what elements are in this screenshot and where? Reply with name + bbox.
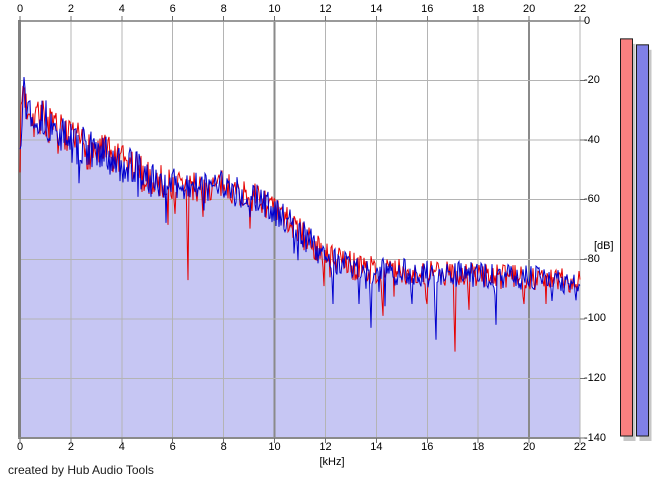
x-axis-tick-label-top: 22 [573, 3, 587, 15]
x-axis-tick-top [70, 16, 72, 21]
y-axis-unit-label: [dB] [594, 240, 614, 252]
plot-border-bottom [18, 437, 580, 439]
x-axis-tick-label-top: 20 [522, 3, 536, 15]
x-axis-tick-label-bottom: 22 [573, 441, 587, 453]
x-axis-tick-bottom [121, 438, 123, 443]
blue-level-meter [636, 44, 649, 437]
gridline-vertical-major [528, 21, 531, 438]
x-axis-tick-label-top: 6 [169, 3, 176, 15]
x-axis-tick-label-top: 2 [67, 3, 74, 15]
x-axis-tick-bottom [274, 438, 276, 443]
x-axis-tick-top [375, 16, 377, 21]
x-axis-unit-label: [kHz] [319, 456, 345, 468]
gridline-vertical [426, 21, 428, 438]
x-axis-tick-label-bottom: 20 [522, 441, 536, 453]
spectrum-trace-blue [19, 76, 581, 340]
y-axis-tick [580, 318, 585, 320]
gridline-vertical [477, 21, 479, 438]
y-axis-tick [580, 377, 585, 379]
gridline-vertical-major [273, 21, 276, 438]
gridline-horizontal [21, 377, 580, 379]
x-axis-tick-bottom [324, 438, 326, 443]
x-axis-tick-bottom [19, 438, 21, 443]
x-axis-tick-top [528, 16, 530, 21]
x-axis-tick-bottom [223, 438, 225, 443]
x-axis-tick-label-bottom: 0 [16, 441, 24, 453]
plot-border-top [18, 20, 580, 22]
x-axis-tick-label-top: 12 [319, 3, 332, 15]
x-axis-tick-label-bottom: 4 [118, 441, 125, 453]
spectrum-trace-red [19, 85, 581, 352]
y-axis-tick [580, 437, 585, 439]
credit-text: created by Hub Audio Tools [8, 463, 154, 477]
y-axis-tick-label: -140 [584, 431, 607, 444]
gridline-vertical [70, 21, 72, 438]
x-axis-tick-label-bottom: 18 [472, 441, 485, 453]
y-axis-tick-label: -120 [584, 371, 607, 384]
x-axis-tick-bottom [70, 438, 72, 443]
x-axis-tick-label-bottom: 8 [220, 441, 227, 453]
plot-border-right [579, 21, 581, 438]
gridline-vertical [223, 21, 225, 438]
x-axis-tick-label-bottom: 14 [370, 441, 383, 453]
y-axis-tick-label: 0 [584, 14, 591, 27]
gridline-horizontal [21, 258, 580, 260]
x-axis-tick-label-bottom: 16 [421, 441, 434, 453]
x-axis-tick-label-top: 4 [118, 3, 125, 15]
plot-border-left [18, 20, 21, 439]
y-axis-tick [580, 199, 585, 201]
y-axis-tick [580, 139, 585, 141]
x-axis-tick-top [426, 16, 428, 21]
x-axis-tick-label-top: 18 [472, 3, 485, 15]
gridline-vertical [172, 21, 174, 438]
x-axis-tick-label-top: 14 [370, 3, 383, 15]
x-axis-tick-label-top: 16 [421, 3, 434, 15]
x-axis-tick-label-bottom: 10 [268, 441, 281, 453]
x-axis-tick-label-bottom: 2 [67, 441, 74, 453]
x-axis-tick-bottom [375, 438, 377, 443]
spectrum-area-fill [20, 77, 580, 438]
x-axis-tick-label-top: 0 [16, 3, 24, 15]
x-axis-tick-top [579, 16, 581, 21]
red-level-meter [620, 38, 633, 437]
y-axis-tick [580, 80, 585, 82]
x-axis-tick-top [223, 16, 225, 21]
x-axis-tick-bottom [528, 438, 530, 443]
x-axis-tick-top [477, 16, 479, 21]
gridline-vertical [121, 21, 123, 438]
x-axis-tick-label-bottom: 6 [169, 441, 176, 453]
x-axis-tick-label-top: 8 [220, 3, 227, 15]
y-axis-tick-label: -20 [584, 74, 600, 87]
gridline-vertical [324, 21, 326, 438]
gridline-horizontal [21, 199, 580, 201]
y-axis-tick-label: -60 [584, 193, 600, 206]
x-axis-tick-label-top: 10 [268, 3, 281, 15]
y-axis-tick-label: -40 [584, 133, 600, 146]
gridline-horizontal [21, 318, 580, 320]
gridline-horizontal [21, 139, 580, 141]
x-axis-tick-label-bottom: 12 [319, 441, 332, 453]
y-axis-tick [580, 258, 585, 260]
gridline-horizontal [21, 80, 580, 82]
y-axis-tick-label: -100 [584, 312, 607, 325]
x-axis-tick-top [324, 16, 326, 21]
x-axis-tick-bottom [426, 438, 428, 443]
x-axis-tick-bottom [579, 438, 581, 443]
x-axis-tick-top [19, 16, 21, 21]
y-axis-tick [580, 20, 585, 22]
x-axis-tick-bottom [172, 438, 174, 443]
x-axis-tick-top [274, 16, 276, 21]
y-axis-tick-label: -80 [584, 252, 600, 265]
x-axis-tick-top [121, 16, 123, 21]
x-axis-tick-top [172, 16, 174, 21]
gridline-vertical [375, 21, 377, 438]
x-axis-tick-bottom [477, 438, 479, 443]
